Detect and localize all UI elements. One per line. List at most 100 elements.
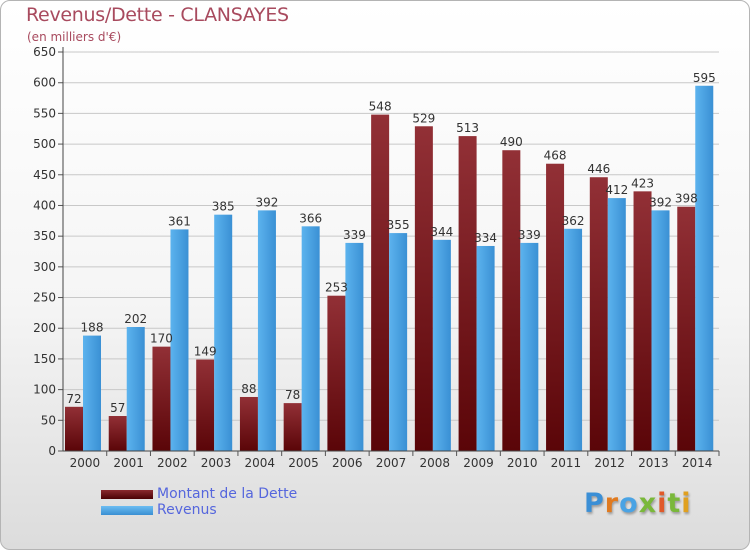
bar-debt-2013 [633, 191, 652, 451]
data-label-debt-2001: 57 [110, 401, 125, 415]
y-tick-label: 600 [33, 76, 56, 90]
y-tick-label: 0 [48, 444, 56, 458]
y-tick-label: 350 [33, 229, 56, 243]
data-label-debt-2009: 513 [456, 121, 479, 135]
data-label-debt-2010: 490 [500, 135, 523, 149]
bar-debt-2006 [327, 295, 346, 451]
bar-debt-2003 [196, 359, 215, 451]
chart-title: Revenus/Dette - CLANSAYES [26, 4, 289, 26]
y-tick-label: 650 [33, 45, 56, 59]
bar-revenue-2000 [83, 335, 101, 451]
legend-swatch-debt [101, 490, 153, 499]
data-label-revenue-2009: 334 [474, 231, 497, 245]
logo-letter: x [638, 488, 658, 519]
legend-label-debt: Montant de la Dette [157, 486, 298, 502]
x-tick-label: 2002 [157, 456, 188, 470]
x-tick-label: 2007 [376, 456, 407, 470]
data-label-revenue-2003: 385 [212, 200, 235, 214]
x-tick-label: 2001 [113, 456, 144, 470]
bar-debt-2007 [371, 114, 390, 451]
data-label-debt-2007: 548 [369, 100, 392, 114]
chart-subtitle: (en milliers d'€) [27, 30, 122, 44]
bar-debt-2014 [677, 206, 696, 451]
data-label-revenue-2007: 355 [387, 218, 410, 232]
data-label-debt-2003: 149 [194, 345, 217, 359]
logo-letter: r [604, 488, 620, 519]
data-label-debt-2014: 398 [675, 192, 698, 206]
data-label-debt-2011: 468 [544, 149, 567, 163]
logo-letter: t [667, 488, 682, 519]
data-label-revenue-2006: 339 [343, 228, 366, 242]
bar-revenue-2012 [607, 198, 626, 451]
bar-debt-2005 [283, 403, 302, 451]
data-label-debt-2000: 72 [66, 392, 81, 406]
x-tick-label: 2012 [594, 456, 625, 470]
x-tick-label: 2009 [463, 456, 494, 470]
y-tick-label: 300 [33, 260, 56, 274]
data-label-debt-2004: 88 [241, 382, 256, 396]
y-tick-label: 200 [33, 321, 56, 335]
legend-label-revenue: Revenus [157, 502, 217, 518]
data-label-revenue-2004: 392 [255, 195, 278, 209]
bar-revenue-2003 [214, 214, 233, 451]
bar-revenue-2010 [520, 242, 539, 451]
data-label-debt-2013: 423 [631, 176, 654, 190]
x-tick-label: 2004 [245, 456, 276, 470]
data-label-revenue-2010: 339 [518, 228, 541, 242]
logo-letter: i [657, 488, 668, 519]
data-label-revenue-2000: 188 [81, 321, 104, 335]
data-label-debt-2012: 446 [587, 162, 610, 176]
logo-letter: i [681, 488, 692, 519]
proxiti-logo: Proxiti [584, 488, 692, 519]
bar-revenue-2006 [345, 242, 364, 451]
bar-revenue-2007 [389, 233, 408, 451]
x-tick-label: 2005 [288, 456, 319, 470]
bar-revenue-2008 [432, 239, 451, 451]
data-label-revenue-2014: 595 [693, 71, 716, 85]
bar-revenue-2001 [126, 327, 145, 451]
data-label-revenue-2001: 202 [124, 312, 147, 326]
bar-revenue-2005 [301, 226, 320, 451]
bar-debt-2000 [65, 406, 83, 451]
bar-debt-2009 [458, 136, 477, 451]
logo-letter: o [619, 488, 639, 519]
x-tick-label: 2003 [201, 456, 232, 470]
data-label-debt-2005: 78 [285, 388, 300, 402]
bar-debt-2004 [239, 396, 258, 451]
bar-revenue-2014 [695, 85, 714, 451]
x-tick-label: 2010 [507, 456, 538, 470]
legend-swatch-revenue [101, 506, 153, 515]
data-label-debt-2008: 529 [412, 111, 435, 125]
bar-debt-2011 [546, 163, 565, 451]
bar-debt-2001 [108, 416, 127, 451]
data-label-revenue-2013: 392 [649, 195, 672, 209]
bar-debt-2008 [414, 126, 433, 451]
bar-debt-2010 [502, 150, 521, 451]
x-tick-label: 2014 [682, 456, 713, 470]
data-label-revenue-2011: 362 [562, 214, 585, 228]
bar-revenue-2013 [651, 210, 670, 451]
x-tick-label: 2000 [70, 456, 101, 470]
bar-revenue-2009 [476, 245, 495, 451]
bar-debt-2012 [589, 177, 608, 451]
data-label-revenue-2005: 366 [299, 211, 322, 225]
y-tick-label: 500 [33, 137, 56, 151]
y-tick-label: 150 [33, 352, 56, 366]
bar-revenue-2002 [170, 229, 189, 451]
y-tick-label: 250 [33, 291, 56, 305]
x-tick-label: 2006 [332, 456, 363, 470]
data-label-revenue-2008: 344 [430, 225, 453, 239]
y-tick-label: 550 [33, 106, 56, 120]
data-label-revenue-2002: 361 [168, 214, 191, 228]
y-tick-label: 100 [33, 383, 56, 397]
bar-revenue-2004 [257, 210, 276, 451]
y-tick-label: 450 [33, 168, 56, 182]
data-label-debt-2002: 170 [150, 332, 173, 346]
bar-revenue-2011 [564, 228, 583, 451]
data-label-revenue-2012: 412 [605, 183, 628, 197]
x-tick-label: 2008 [419, 456, 450, 470]
y-tick-label: 50 [41, 413, 56, 427]
y-tick-label: 400 [33, 198, 56, 212]
